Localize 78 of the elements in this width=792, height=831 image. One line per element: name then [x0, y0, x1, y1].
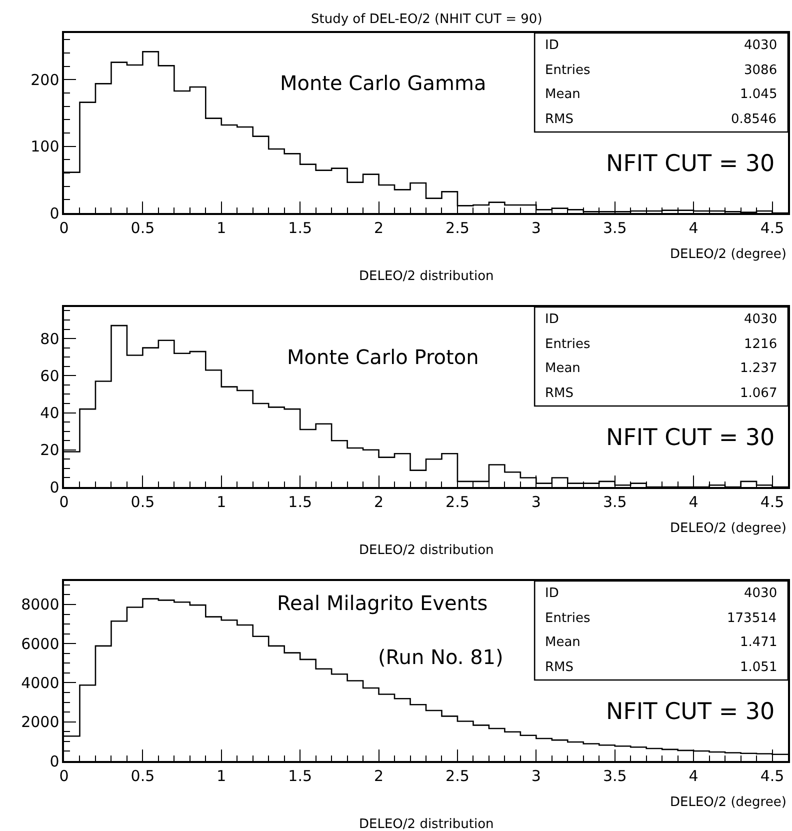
annotation: (Run No. 81) [378, 645, 504, 669]
x-tick-label: 1 [216, 218, 226, 237]
annotation: 4030 [744, 38, 778, 53]
x-tick-label: 1.5 [288, 492, 312, 511]
x-tick-label: 1.5 [288, 218, 312, 237]
annotation: 173514 [727, 611, 777, 626]
text: DELEO/2 distribution [359, 543, 494, 558]
x-tick-label: 3 [531, 766, 541, 785]
x-tick-label: 2.5 [446, 492, 470, 511]
x-tick-label: 3 [531, 492, 541, 511]
y-tick-label: 100 [30, 138, 60, 156]
x-tick-label: 3 [531, 218, 541, 237]
annotation: 4030 [744, 586, 778, 601]
x-tick-label: 2 [374, 766, 384, 785]
annotation: ID [545, 38, 559, 53]
annotation: ID [545, 312, 559, 327]
y-tick-label: 0 [50, 478, 60, 496]
text: DELEO/2 distribution [359, 269, 494, 284]
x-axis-title: DELEO/2 (degree) [670, 521, 786, 536]
x-tick-label: 4 [688, 218, 698, 237]
x-axis-title: DELEO/2 (degree) [670, 795, 786, 810]
annotation: RMS [545, 112, 574, 127]
annotation: NFIT CUT = 30 [606, 151, 775, 177]
annotation: NFIT CUT = 30 [606, 425, 775, 451]
annotation: 0.8546 [731, 112, 776, 127]
y-tick-label: 60 [40, 366, 60, 385]
annotation: 3086 [744, 63, 778, 78]
y-tick-label: 0 [50, 204, 60, 222]
x-tick-label: 1 [216, 492, 226, 511]
x-tick-label: 2 [374, 218, 384, 237]
annotation: Mean [545, 361, 580, 376]
y-tick-label: 40 [40, 404, 60, 422]
x-axis-title: DELEO/2 (degree) [670, 247, 786, 262]
y-tick-label: 200 [30, 70, 60, 89]
annotation: Entries [545, 63, 591, 78]
y-tick-label: 2000 [21, 713, 60, 732]
annotation: 1.237 [740, 361, 778, 376]
x-tick-label: 1 [216, 766, 226, 785]
annotation: 1.067 [740, 386, 778, 401]
x-tick-label: 4 [688, 492, 698, 511]
annotation: RMS [545, 386, 574, 401]
text: DELEO/2 distribution [359, 817, 494, 831]
annotation: Entries [545, 337, 591, 352]
annotation: Real Milagrito Events [277, 591, 488, 615]
annotation: Monte Carlo Gamma [280, 71, 486, 95]
x-tick-label: 4.5 [760, 492, 784, 511]
y-tick-label: 20 [40, 441, 60, 460]
x-tick-label: 3.5 [602, 766, 627, 785]
annotation: ID [545, 586, 559, 601]
annotation: Entries [545, 611, 591, 626]
x-tick-label: 3.5 [602, 492, 627, 511]
annotation: Mean [545, 87, 580, 102]
x-tick-label: 1.5 [288, 766, 312, 785]
annotation: 4030 [744, 312, 778, 327]
y-tick-label: 80 [40, 330, 60, 348]
x-tick-label: 2.5 [446, 766, 470, 785]
annotation: 1.045 [740, 87, 778, 102]
annotation: Monte Carlo Proton [287, 345, 479, 369]
annotation: Mean [545, 635, 580, 650]
x-tick-label: 2 [374, 492, 384, 511]
chart-title: Study of DEL-EO/2 (NHIT CUT = 90) [311, 12, 542, 27]
x-tick-label: 0.5 [130, 492, 155, 511]
annotation: RMS [545, 660, 574, 675]
x-tick-label: 4.5 [760, 218, 784, 237]
y-tick-label: 4000 [21, 674, 60, 692]
x-tick-label: 0.5 [130, 218, 155, 237]
annotation: 1.051 [740, 660, 778, 675]
annotation: 1.471 [740, 635, 778, 650]
annotation: NFIT CUT = 30 [606, 699, 775, 725]
x-tick-label: 2.5 [446, 218, 470, 237]
x-tick-label: 4.5 [760, 766, 784, 785]
x-tick-label: 3.5 [602, 218, 627, 237]
y-tick-label: 6000 [21, 634, 60, 653]
annotation: 1216 [744, 337, 778, 352]
x-tick-label: 4 [688, 766, 698, 785]
y-tick-label: 0 [50, 752, 60, 770]
y-tick-label: 8000 [21, 596, 60, 614]
x-tick-label: 0.5 [130, 766, 155, 785]
